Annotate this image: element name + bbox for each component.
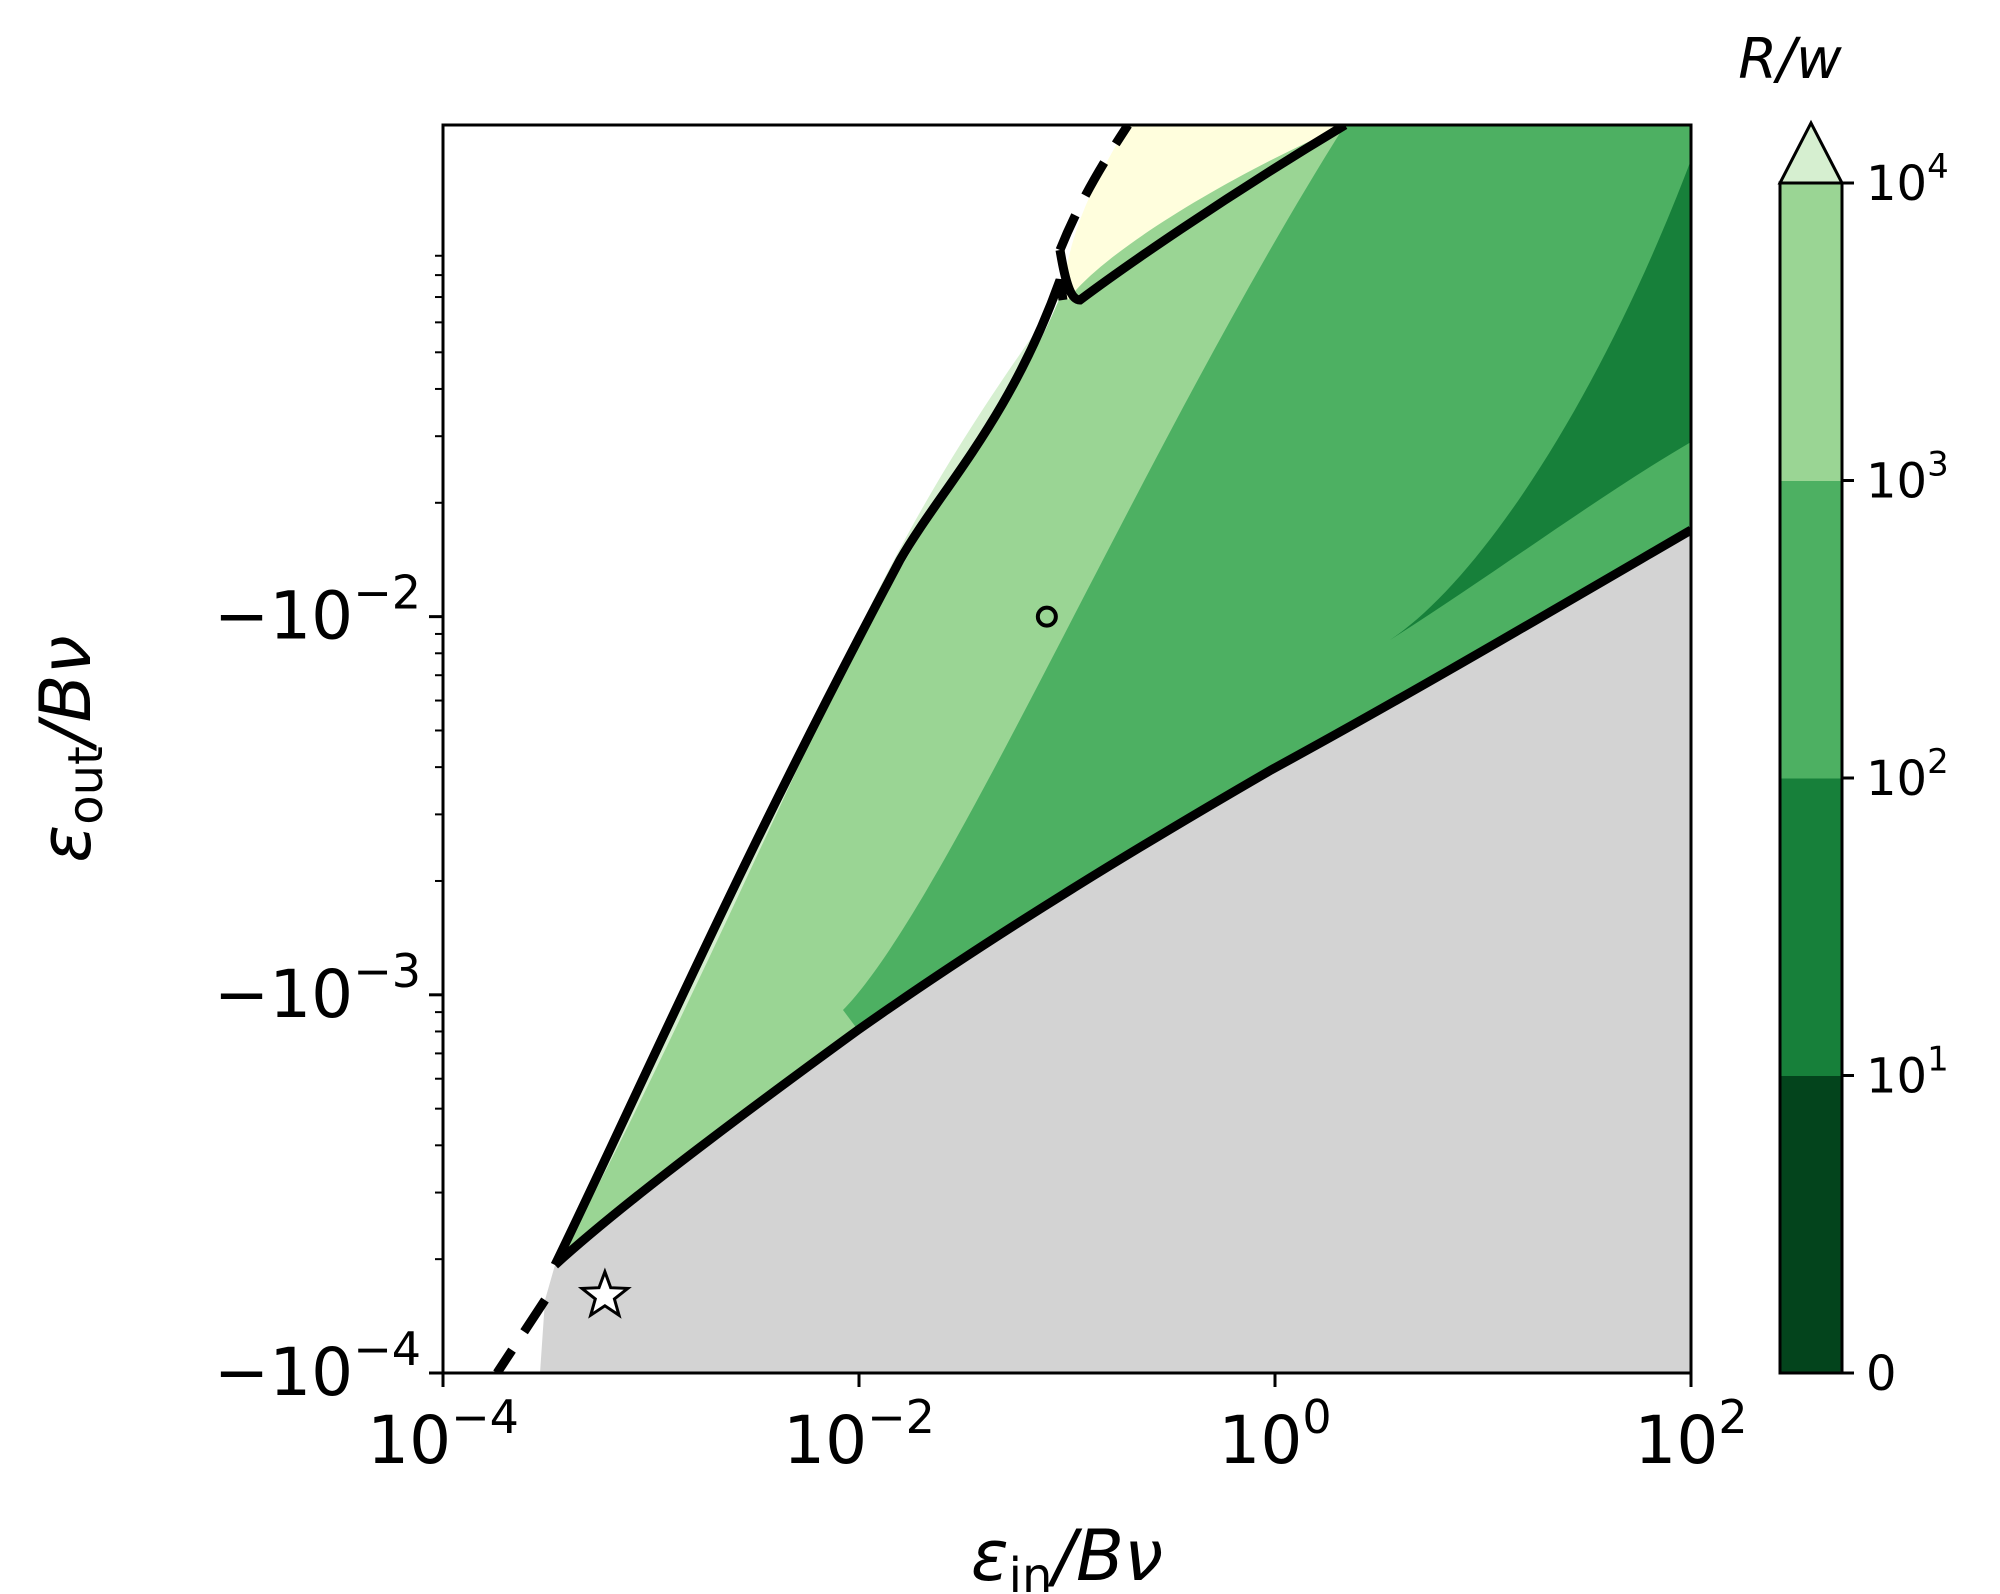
- colorbar-title: R/w: [1738, 27, 1842, 92]
- colorbar: 0 101 102 103 104: [1777, 119, 1949, 1402]
- colorbar-band: [1780, 778, 1842, 1076]
- major-ticks: [429, 615, 1693, 1387]
- colorbar-band: [1780, 183, 1842, 481]
- r-over-w-above-1e4: [560, 270, 1080, 1255]
- colorbar-band: [1780, 480, 1842, 779]
- minor-ticks: [435, 254, 443, 1261]
- x-tick-labels: 10−4 10−2 100 102: [367, 1390, 1748, 1479]
- colorbar-tick-label: 103: [1866, 445, 1949, 510]
- inner-contour-line: [1055, 125, 1348, 305]
- lower-boundary-line: [551, 526, 1691, 1269]
- y-tick-label: −10−3: [214, 944, 421, 1033]
- r-over-w-1e2-to-1e3: [843, 125, 1691, 1030]
- x-tick-label: 100: [1218, 1390, 1331, 1479]
- dashed-extension-lower: [493, 1297, 549, 1373]
- dashed-extension-upper: [1055, 125, 1132, 252]
- colorbar-extend-arrow: [1777, 119, 1845, 185]
- colorbar-tick-label: 101: [1866, 1040, 1949, 1105]
- upper-boundary-line: [550, 278, 1068, 1267]
- circle-marker: [1035, 605, 1058, 628]
- upper-region: [1063, 125, 1345, 300]
- colorbar-tick-label: 104: [1866, 147, 1949, 212]
- y-axis-title: εout/Bν: [25, 635, 114, 862]
- r-over-w-1e1-to-1e2: [1390, 160, 1691, 640]
- colorbar-tick-label: 0: [1866, 1346, 1897, 1402]
- x-tick-label: 102: [1634, 1390, 1747, 1479]
- star-marker: [577, 1267, 632, 1319]
- y-tick-label: −10−2: [214, 566, 421, 655]
- y-tick-label: −10−4: [214, 1322, 421, 1411]
- y-tick-labels: −10−4 −10−3 −10−2: [214, 566, 421, 1411]
- excluded-region: [443, 530, 1691, 1373]
- x-tick-label: 10−4: [367, 1390, 519, 1479]
- x-axis-title: εin/Bν: [971, 1515, 1163, 1594]
- colorbar-band: [1780, 1075, 1842, 1374]
- colorbar-tick-label: 102: [1866, 742, 1949, 807]
- plot-frame: [441, 123, 1693, 1375]
- x-tick-label: 10−2: [783, 1390, 935, 1479]
